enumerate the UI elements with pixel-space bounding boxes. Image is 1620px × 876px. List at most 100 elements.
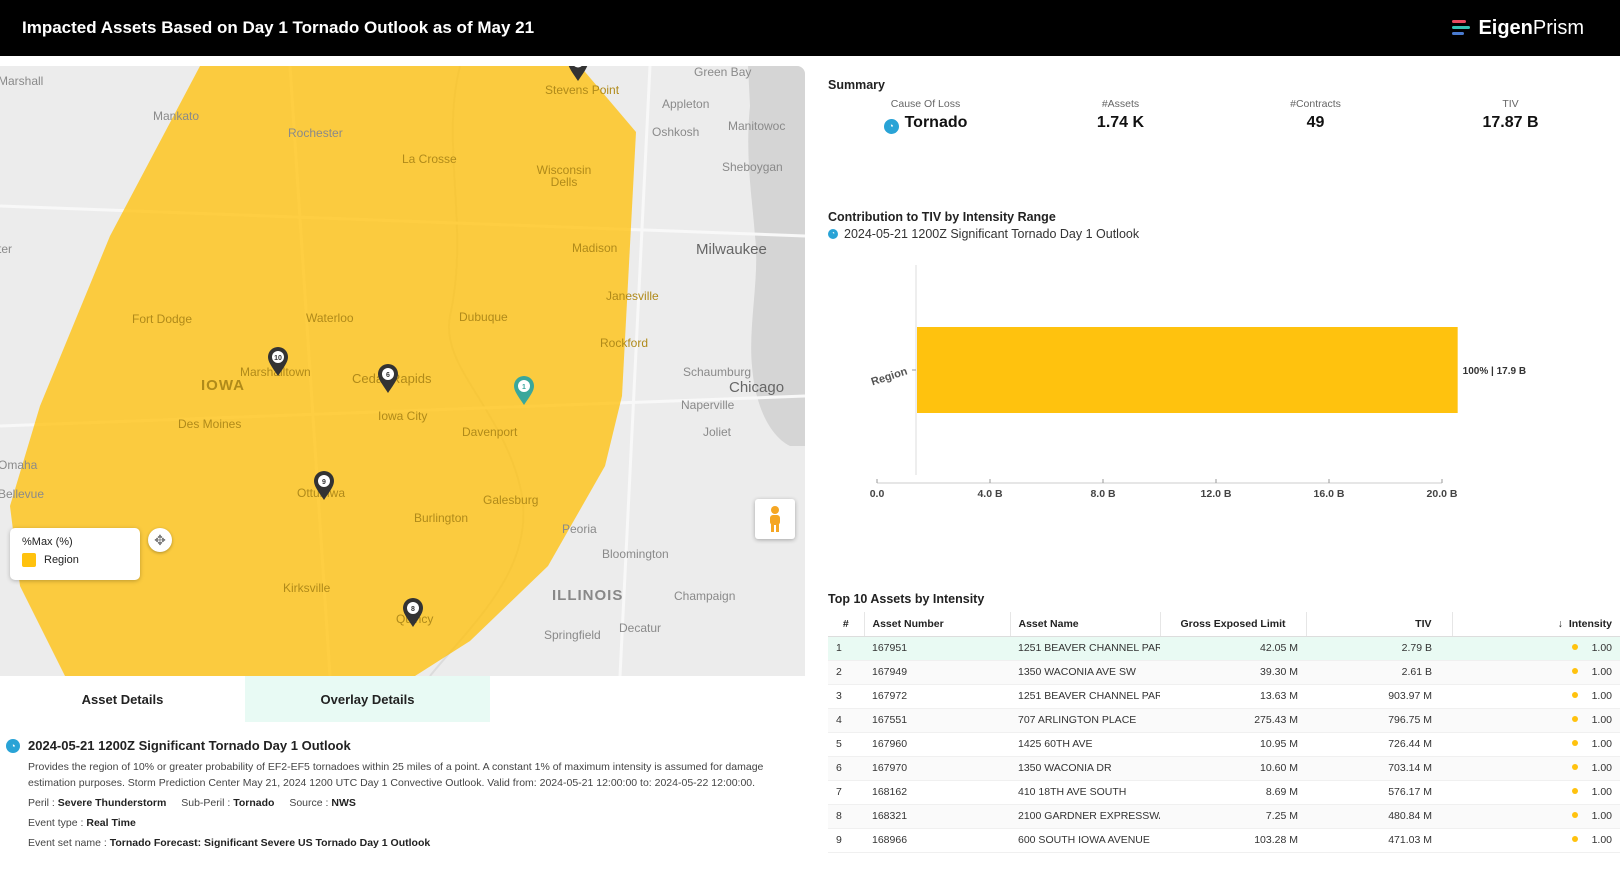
x-tick-label: 20.0 B (1427, 488, 1458, 500)
cell-asset-name: 1350 WACONIA DR (1010, 756, 1160, 781)
cell-index: 9 (828, 828, 864, 853)
cell-tiv: 903.97 M (1306, 684, 1452, 709)
map-view[interactable]: Marshall Mankato Rochester La Crosse Gre… (0, 66, 805, 676)
pin-number: 8 (411, 606, 415, 613)
cell-asset-name: 410 18TH AVE SOUTH (1010, 780, 1160, 805)
col-header-asset-number[interactable]: Asset Number (864, 612, 1011, 637)
cell-gross-exposed-limit: 39.30 M (1160, 660, 1306, 685)
kpi-tiv: TIV 17.87 B (1413, 98, 1608, 134)
col-header-index[interactable]: # (828, 612, 865, 637)
cell-gross-exposed-limit: 8.69 M (1160, 780, 1306, 805)
pin-number: 6 (386, 372, 390, 379)
city-label: Champaign (674, 589, 736, 603)
asset-pin-icon[interactable]: 9 (313, 471, 335, 501)
col-header-asset-name[interactable]: Asset Name (1010, 612, 1161, 637)
kpi-label: #Assets (1101, 98, 1140, 110)
eigenprism-logo-icon (1452, 19, 1472, 37)
cell-gross-exposed-limit: 275.43 M (1160, 708, 1306, 733)
overlay-header: ◔ 2024-05-21 1200Z Significant Tornado D… (6, 738, 796, 753)
tab-overlay-details[interactable]: Overlay Details (245, 676, 490, 722)
intensity-dot-icon (1571, 740, 1578, 746)
cell-tiv: 480.84 M (1306, 804, 1452, 829)
intensity-dot-icon (1571, 764, 1578, 770)
cell-tiv: 471.03 M (1306, 828, 1452, 853)
kpi-value: 17.87 B (1482, 114, 1539, 131)
cell-intensity: 1.00 (1452, 780, 1620, 805)
state-label: IOWA (201, 377, 245, 394)
city-label: Appleton (662, 97, 710, 111)
street-view-pegman-icon[interactable] (755, 499, 795, 539)
tornado-icon: ◔ (6, 738, 20, 753)
cell-asset-name: 2100 GARDNER EXPRESSWAY (1010, 804, 1160, 829)
overlay-title: 2024-05-21 1200Z Significant Tornado Day… (28, 738, 351, 753)
cell-gross-exposed-limit: 103.28 M (1160, 828, 1306, 853)
city-label: Waterloo (306, 311, 354, 325)
city-label: Sheboygan (722, 160, 783, 174)
col-header-intensity[interactable]: ↓ Intensity (1452, 612, 1620, 637)
city-label: Springfield (544, 628, 601, 642)
brand-logo: EigenPrism (1452, 17, 1584, 40)
cell-index: 6 (828, 756, 864, 781)
top-assets-table: # Asset Number Asset Name Gross Exposed … (828, 612, 1620, 853)
city-label: Burlington (414, 511, 469, 525)
intensity-dot-icon (1571, 716, 1578, 722)
cell-gross-exposed-limit: 13.63 M (1160, 684, 1306, 709)
asset-pin-selected-icon[interactable]: 1 (513, 376, 535, 406)
city-label: Stevens Point (545, 83, 620, 97)
cell-intensity: 1.00 (1452, 804, 1620, 829)
subperil-value: Tornado (233, 797, 275, 809)
cell-intensity: 1.00 (1452, 708, 1620, 733)
outlook-region-polygon[interactable] (10, 66, 636, 676)
event-set-label: Event set name : (28, 837, 107, 849)
kpi-label: Cause Of Loss (890, 98, 961, 110)
page-title: Impacted Assets Based on Day 1 Tornado O… (22, 18, 535, 37)
kpi-value: ◔ Tornado (828, 114, 1023, 134)
summary-title: Summary (828, 78, 885, 92)
tornado-icon: ◔ (883, 118, 899, 134)
move-icon[interactable]: ✥ (148, 528, 172, 552)
peril-label: Peril : (28, 797, 55, 809)
asset-pin-icon[interactable]: 6 (377, 364, 399, 394)
table-row[interactable]: 5 167960 1425 60TH AVE 10.95 M 726.44 M 1.00 (828, 732, 1620, 757)
tiv-chart-section: Contribution to TIV by Intensity Range ◔… (828, 210, 1608, 550)
cell-gross-exposed-limit: 42.05 M (1160, 636, 1306, 661)
pin-number: 10 (274, 355, 282, 362)
city-label: Oshkosh (652, 125, 700, 139)
cell-index: 2 (828, 660, 864, 685)
cell-intensity: 1.00 (1452, 828, 1620, 853)
sort-desc-icon[interactable]: ↓ (1557, 617, 1563, 630)
x-tick-label: 8.0 B (1090, 488, 1116, 500)
table-row[interactable]: 9 168966 600 SOUTH IOWA AVENUE 103.28 M 471.… (828, 828, 1620, 853)
col-header-gross-exposed-limit[interactable]: Gross Exposed Limit (1160, 612, 1307, 637)
event-set-value: Tornado Forecast: Significant Severe US … (109, 837, 431, 849)
tab-asset-details[interactable]: Asset Details (81, 691, 164, 707)
overlay-event-type-row: Event type : Real Time (28, 815, 796, 831)
table-header-row: # Asset Number Asset Name Gross Exposed … (828, 612, 1620, 637)
cell-asset-name: 1251 BEAVER CHANNEL PARKWAY (1010, 636, 1160, 661)
city-label: Green Bay (694, 66, 752, 79)
cell-asset-number: 167951 (864, 636, 1010, 661)
kpi-value: 49 (1306, 114, 1325, 131)
cell-index: 3 (828, 684, 864, 709)
col-header-tiv[interactable]: TIV (1306, 612, 1453, 637)
city-label: Mankato (153, 109, 200, 123)
asset-pin-icon[interactable]: 8 (402, 598, 424, 628)
asset-pin-icon[interactable]: 10 (267, 347, 289, 377)
cell-asset-name: 1350 WACONIA AVE SW (1010, 660, 1160, 685)
legend-label: Region (44, 554, 79, 566)
subperil-label: Sub-Peril : (181, 797, 231, 809)
asset-pin-icon[interactable] (567, 66, 589, 82)
bar (917, 327, 1458, 413)
city-label: Joliet (703, 425, 732, 439)
table-row[interactable]: 8 168321 2100 GARDNER EXPRESSWAY 7.25 M 480.… (828, 804, 1620, 829)
kpi-label: TIV (1502, 98, 1519, 110)
state-label: ILLINOIS (552, 587, 624, 604)
cell-intensity: 1.00 (1452, 636, 1620, 661)
table-row[interactable]: 4 167551 707 ARLINGTON PLACE 275.43 M 796.75… (828, 708, 1620, 733)
table-row[interactable]: 6 167970 1350 WACONIA DR 10.60 M 703.14 M 1.0… (828, 756, 1620, 781)
cell-index: 7 (828, 780, 864, 805)
